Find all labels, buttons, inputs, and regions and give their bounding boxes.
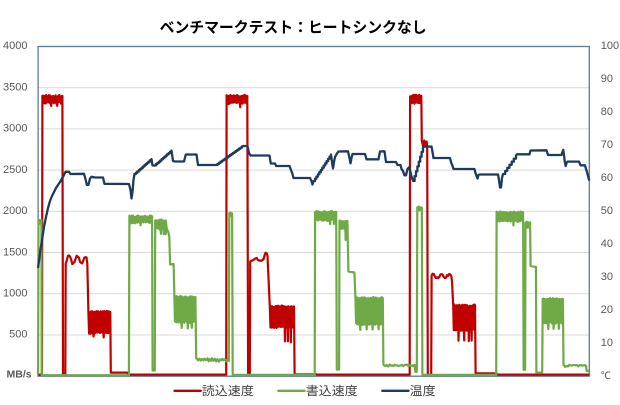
svg-text:60: 60: [601, 172, 613, 184]
svg-text:4000: 4000: [3, 40, 27, 52]
svg-text:2000: 2000: [3, 205, 27, 217]
svg-text:30: 30: [601, 271, 613, 283]
svg-text:90: 90: [601, 73, 613, 85]
svg-text:20: 20: [601, 304, 613, 316]
svg-text:1000: 1000: [3, 288, 27, 300]
svg-text:50: 50: [601, 205, 613, 217]
svg-text:1500: 1500: [3, 246, 27, 258]
svg-text:500: 500: [9, 329, 27, 341]
svg-text:MB/s: MB/s: [7, 368, 32, 380]
svg-text:3000: 3000: [3, 123, 27, 135]
svg-text:80: 80: [601, 106, 613, 118]
svg-text:2500: 2500: [3, 164, 27, 176]
svg-text:70: 70: [601, 139, 613, 151]
svg-text:40: 40: [601, 238, 613, 250]
svg-text:10: 10: [601, 337, 613, 349]
svg-text:100: 100: [601, 40, 619, 52]
svg-text:3500: 3500: [3, 81, 27, 93]
